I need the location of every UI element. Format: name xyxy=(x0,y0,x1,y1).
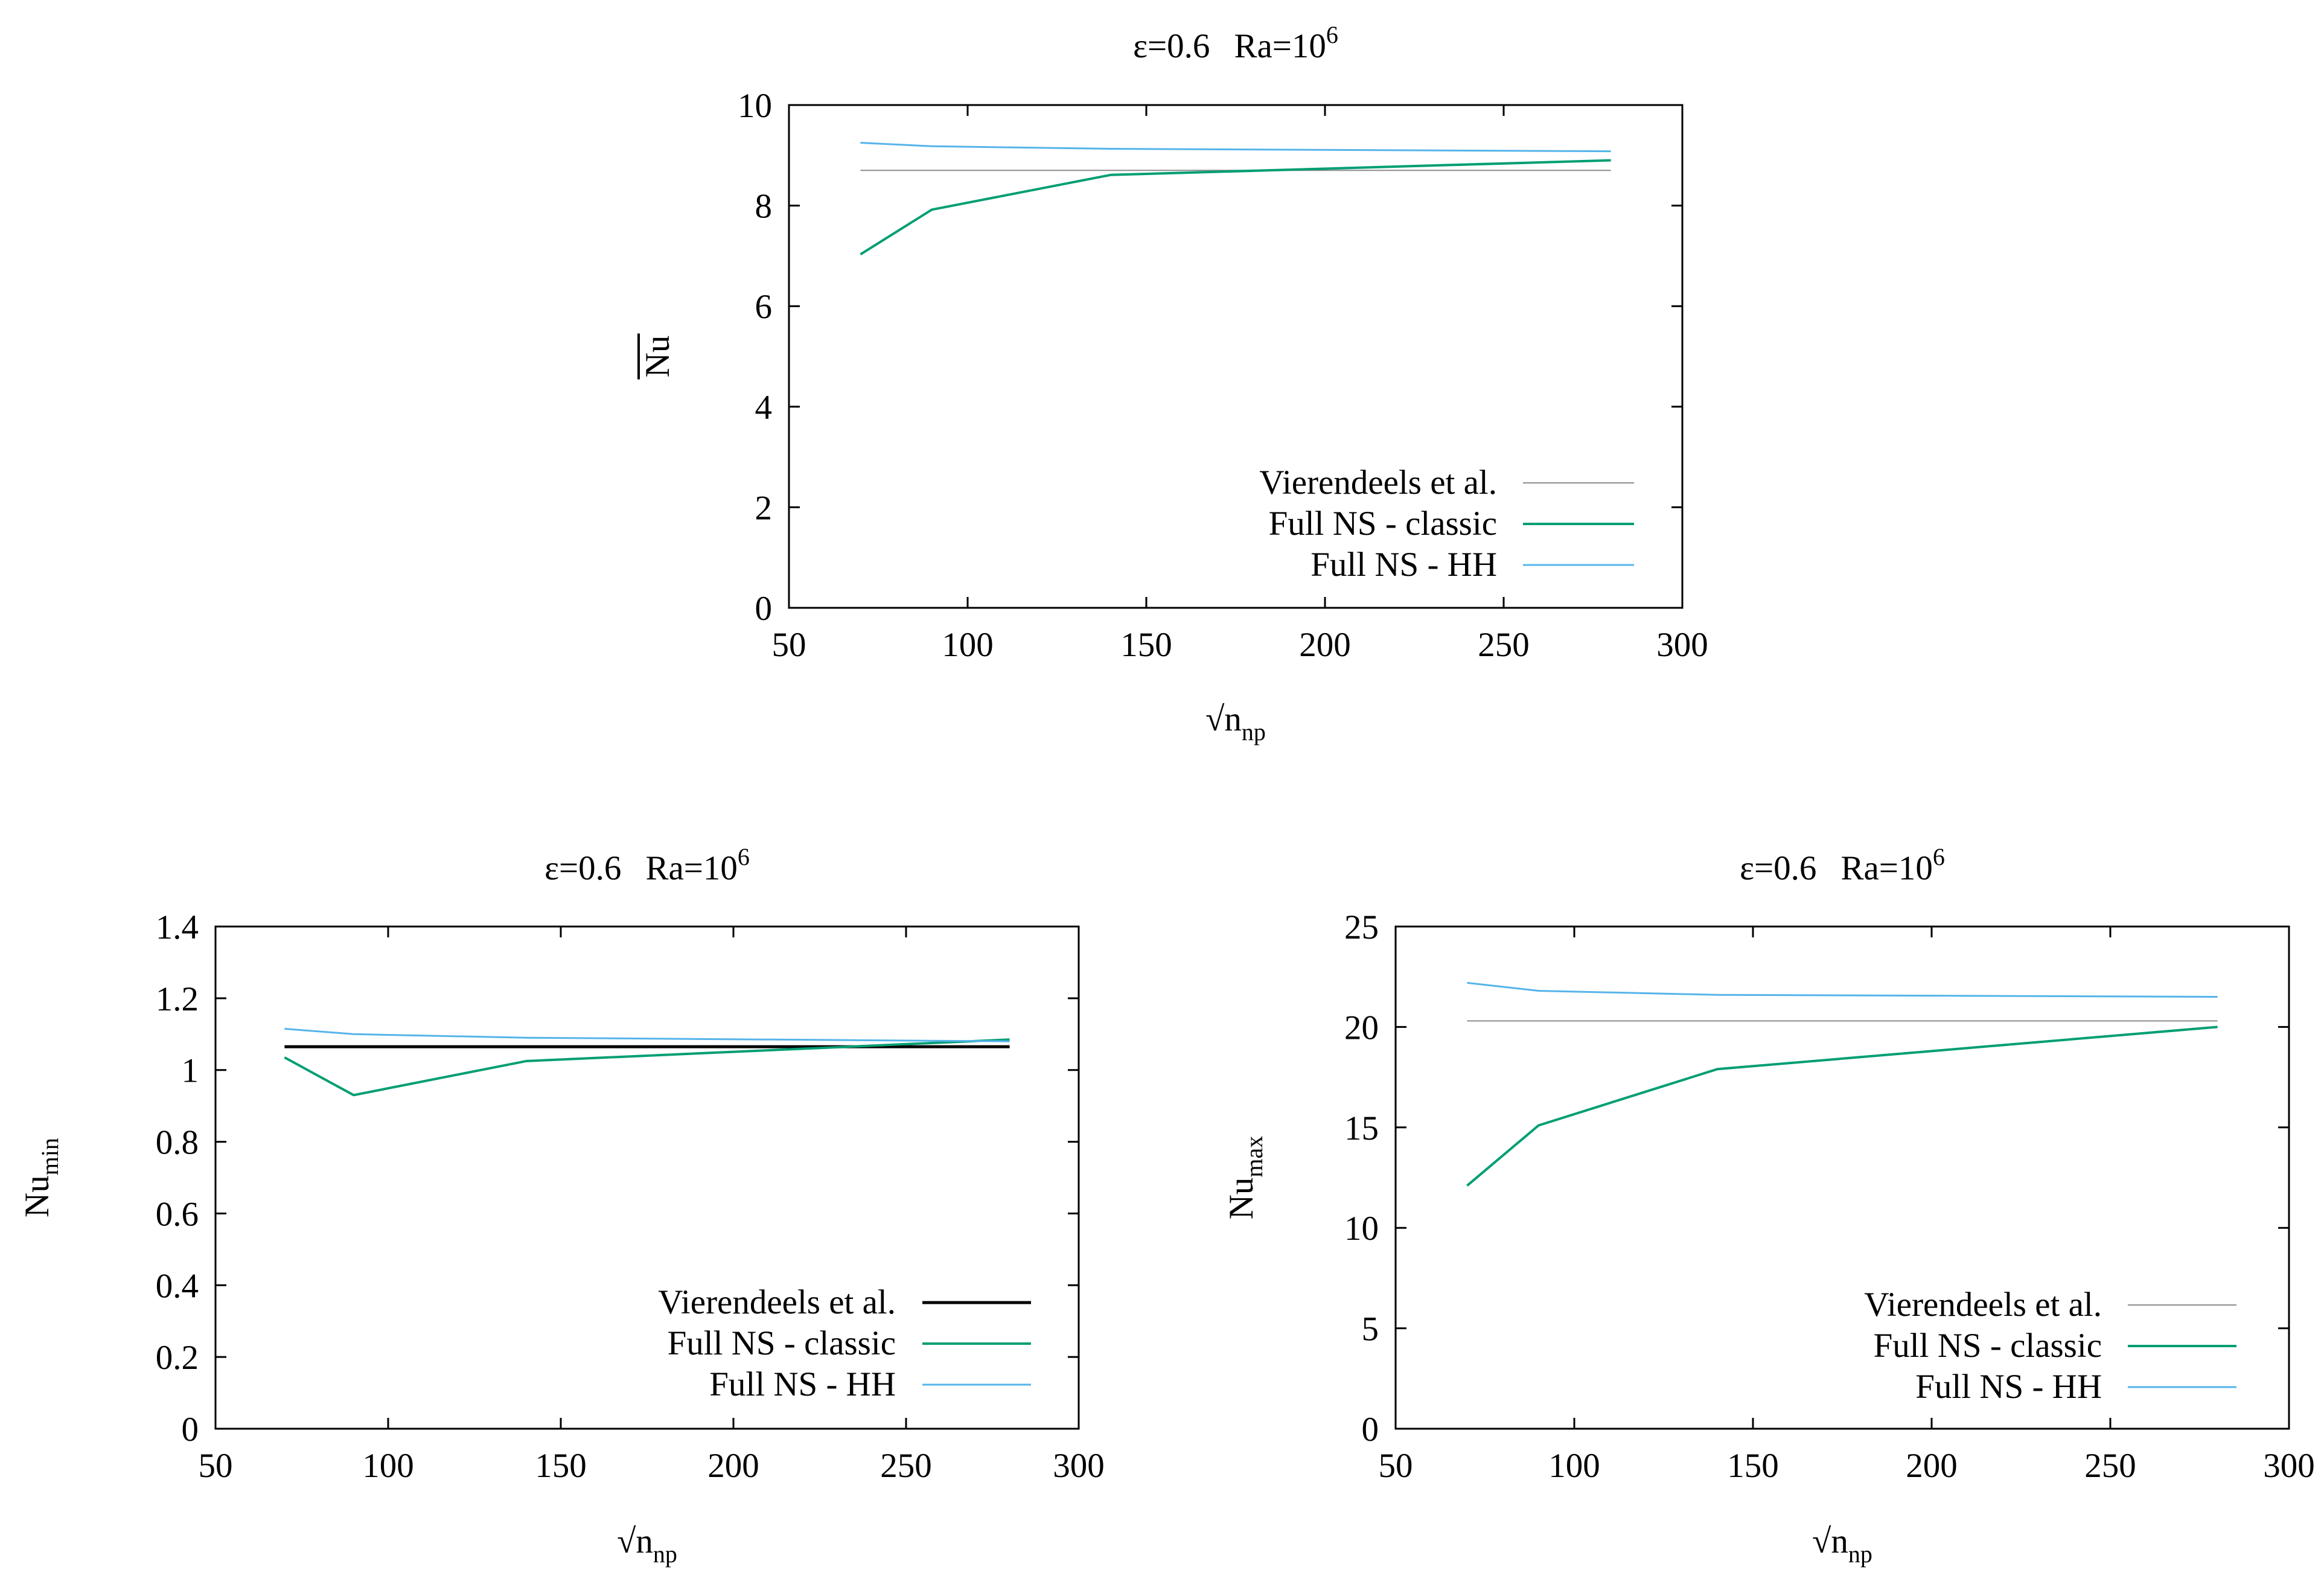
y-tick-label: 2 xyxy=(755,489,773,527)
x-tick-label: 250 xyxy=(880,1447,932,1485)
series-line-full-ns-hh xyxy=(860,142,1611,153)
legend-label: Full NS - classic xyxy=(668,1324,896,1362)
y-tick-label: 5 xyxy=(1362,1310,1379,1348)
y-tick-label: 25 xyxy=(1344,908,1379,946)
legend-label: Full NS - HH xyxy=(1915,1368,2102,1406)
x-tick-label: 150 xyxy=(535,1447,587,1485)
x-tick-label: 300 xyxy=(1656,626,1708,664)
x-tick-label: 50 xyxy=(772,626,806,664)
x-tick-label: 50 xyxy=(199,1447,233,1485)
plot-area-frame xyxy=(1394,925,2290,1430)
y-tick-label: 1.4 xyxy=(156,908,199,946)
series-line-full-ns-classic xyxy=(860,159,1611,256)
y-tick-label: 0.4 xyxy=(156,1267,199,1305)
y-tick-label: 0.6 xyxy=(156,1195,199,1233)
x-axis-label: √nnp xyxy=(1205,700,1266,745)
chart-panel-1: 50 100 150 200 250 300 0 2 4 6 8 10 ε=0.6 Ra=106 √nnp N… xyxy=(637,21,1708,745)
y-axis-label: Nu xyxy=(639,336,677,378)
legend-label: Full NS - classic xyxy=(1874,1327,2102,1365)
y-tick-label: 0 xyxy=(1362,1411,1379,1449)
x-tick-label: 100 xyxy=(1548,1447,1600,1485)
x-tick-label: 200 xyxy=(1299,626,1351,664)
y-tick-label: 10 xyxy=(1344,1210,1379,1248)
y-tick-label: 1 xyxy=(182,1052,199,1090)
y-tick-label: 0 xyxy=(182,1411,199,1449)
y-tick-label: 6 xyxy=(755,288,773,326)
y-tick-label: 10 xyxy=(738,87,772,125)
chart-panel-2: 50 100 150 200 250 300 0 0.2 0.4 0.6 0.8 1 1.2 1.4 ε=0… xyxy=(18,843,1105,1568)
y-tick-label: 4 xyxy=(755,389,773,427)
legend-label: Full NS - classic xyxy=(1269,505,1497,543)
legend-label: Full NS - HH xyxy=(1310,546,1497,584)
chart-panel-3: 50 100 150 200 250 300 0 5 10 15 20 25 ε=0.6 Ra=106 √n… xyxy=(1222,843,2315,1568)
x-tick-label: 300 xyxy=(2263,1447,2315,1485)
chart-title: ε=0.6 Ra=106 xyxy=(544,843,750,887)
series-line-full-ns-classic xyxy=(1466,1026,2218,1187)
series-line-full-ns-hh xyxy=(284,1027,1010,1042)
y-tick-label: 0.2 xyxy=(156,1339,199,1377)
x-tick-label: 150 xyxy=(1727,1447,1779,1485)
y-tick-label: 0 xyxy=(755,590,773,628)
chart-title: ε=0.6 Ra=106 xyxy=(1740,843,1945,887)
x-tick-label: 100 xyxy=(362,1447,414,1485)
y-tick-label: 20 xyxy=(1344,1009,1379,1047)
x-tick-label: 250 xyxy=(1478,626,1530,664)
y-axis-label: Numin xyxy=(18,1138,63,1217)
y-tick-label: 8 xyxy=(755,188,773,226)
y-tick-label: 1.2 xyxy=(156,980,199,1018)
y-tick-label: 15 xyxy=(1344,1109,1379,1147)
x-tick-label: 100 xyxy=(942,626,994,664)
y-axis-label: Numax xyxy=(1222,1136,1268,1220)
y-tick-label: 0.8 xyxy=(156,1124,199,1162)
x-tick-label: 250 xyxy=(2084,1447,2136,1485)
plot-area-frame xyxy=(788,104,1684,609)
legend-label: Full NS - HH xyxy=(709,1365,896,1403)
series-line-full-ns-classic xyxy=(284,1038,1010,1097)
legend-label: Vierendeels et al. xyxy=(658,1283,896,1321)
x-tick-label: 200 xyxy=(1906,1447,1958,1485)
legend-label: Vierendeels et al. xyxy=(1864,1286,2102,1324)
chart-title: ε=0.6 Ra=106 xyxy=(1133,21,1338,65)
x-axis-label: √nnp xyxy=(1812,1522,1872,1568)
x-tick-label: 200 xyxy=(707,1447,759,1485)
plot-area-frame xyxy=(214,925,1080,1430)
x-tick-label: 300 xyxy=(1053,1447,1105,1485)
x-tick-label: 150 xyxy=(1120,626,1172,664)
x-axis-label: √nnp xyxy=(617,1522,677,1568)
series-line-full-ns-hh xyxy=(1467,981,2218,998)
legend-label: Vierendeels et al. xyxy=(1259,464,1497,502)
x-tick-label: 50 xyxy=(1379,1447,1413,1485)
